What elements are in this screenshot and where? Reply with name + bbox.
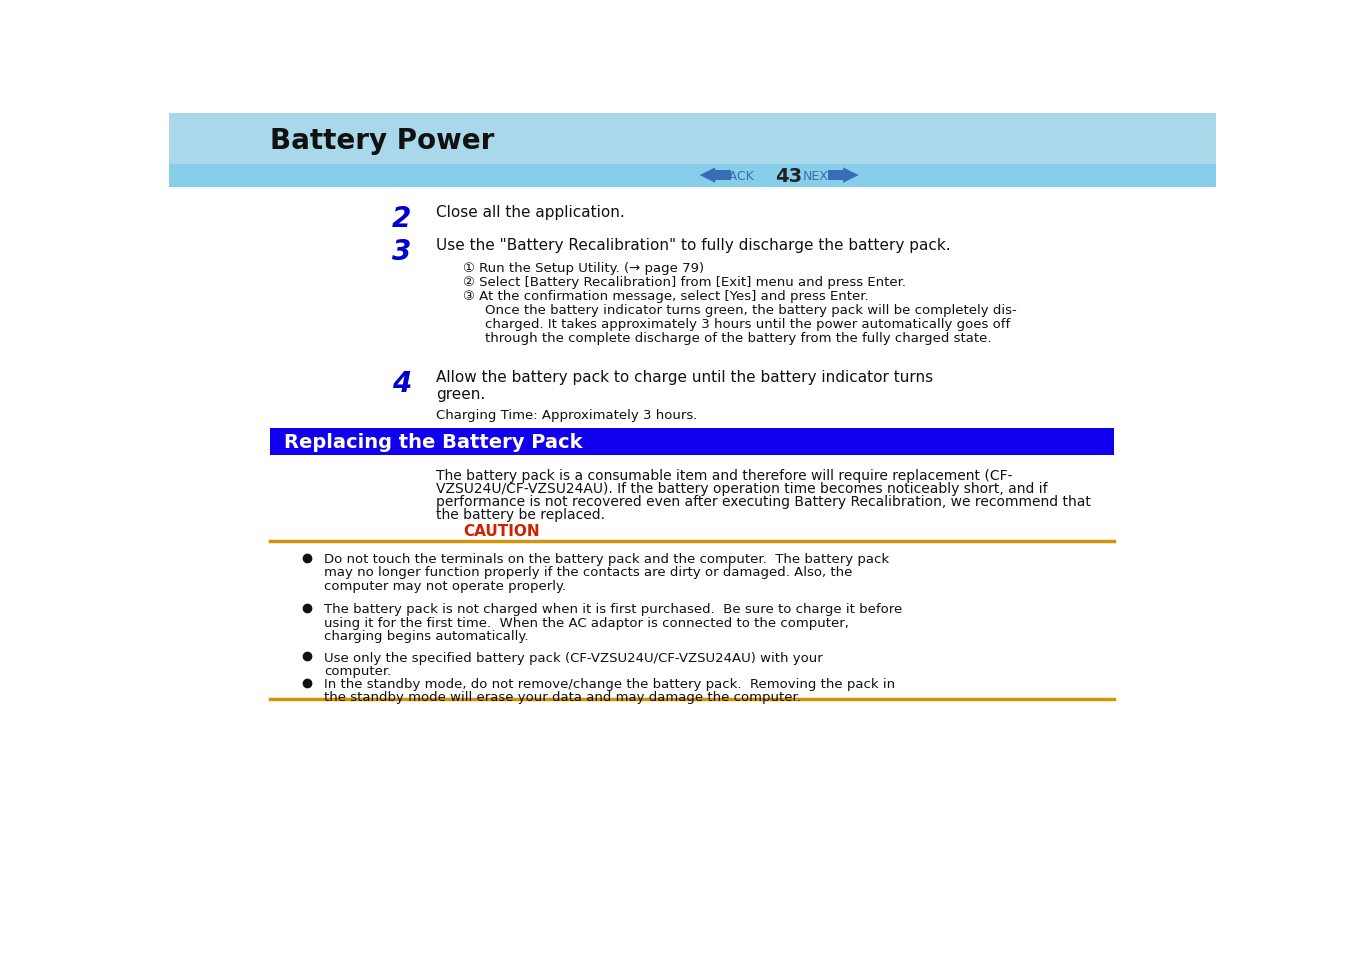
Text: the standby mode will erase your data and may damage the computer.: the standby mode will erase your data an… <box>324 691 801 703</box>
Text: VZSU24U/CF-VZSU24AU). If the battery operation time becomes noticeably short, an: VZSU24U/CF-VZSU24AU). If the battery ope… <box>436 481 1048 496</box>
Text: green.: green. <box>436 387 485 401</box>
Text: CAUTION: CAUTION <box>463 523 540 538</box>
Text: Close all the application.: Close all the application. <box>436 205 626 220</box>
Text: may no longer function properly if the contacts are dirty or damaged. Also, the: may no longer function properly if the c… <box>324 566 852 578</box>
FancyBboxPatch shape <box>828 171 843 181</box>
Text: NEXT: NEXT <box>802 170 836 182</box>
Polygon shape <box>843 168 859 184</box>
FancyBboxPatch shape <box>169 164 1216 188</box>
Text: ① Run the Setup Utility. (→ page 79): ① Run the Setup Utility. (→ page 79) <box>463 262 704 275</box>
FancyBboxPatch shape <box>270 428 1115 456</box>
Text: The battery pack is a consumable item and therefore will require replacement (CF: The battery pack is a consumable item an… <box>436 468 1013 482</box>
Text: The battery pack is not charged when it is first purchased.  Be sure to charge i: The battery pack is not charged when it … <box>324 603 902 616</box>
Text: Once the battery indicator turns green, the battery pack will be completely dis-: Once the battery indicator turns green, … <box>485 304 1017 316</box>
Text: performance is not recovered even after executing Battery Recalibration, we reco: performance is not recovered even after … <box>436 495 1092 508</box>
Text: ② Select [Battery Recalibration] from [Exit] menu and press Enter.: ② Select [Battery Recalibration] from [E… <box>463 275 907 289</box>
Text: computer may not operate properly.: computer may not operate properly. <box>324 579 566 592</box>
Text: 3: 3 <box>392 237 411 265</box>
FancyBboxPatch shape <box>715 171 731 181</box>
Text: Battery Power: Battery Power <box>270 128 494 155</box>
Text: through the complete discharge of the battery from the fully charged state.: through the complete discharge of the ba… <box>485 332 992 344</box>
Text: computer.: computer. <box>324 664 392 678</box>
Text: 4: 4 <box>392 370 411 397</box>
FancyBboxPatch shape <box>169 114 1216 188</box>
Text: In the standby mode, do not remove/change the battery pack.  Removing the pack i: In the standby mode, do not remove/chang… <box>324 678 894 690</box>
Text: charging begins automatically.: charging begins automatically. <box>324 629 528 642</box>
Text: using it for the first time.  When the AC adaptor is connected to the computer,: using it for the first time. When the AC… <box>324 616 848 629</box>
Text: Charging Time: Approximately 3 hours.: Charging Time: Approximately 3 hours. <box>436 408 697 421</box>
Text: 43: 43 <box>775 167 802 186</box>
Text: Replacing the Battery Pack: Replacing the Battery Pack <box>284 433 582 452</box>
Text: ③ At the confirmation message, select [Yes] and press Enter.: ③ At the confirmation message, select [Y… <box>463 290 869 303</box>
Text: Allow the battery pack to charge until the battery indicator turns: Allow the battery pack to charge until t… <box>436 370 934 385</box>
Text: Do not touch the terminals on the battery pack and the computer.  The battery pa: Do not touch the terminals on the batter… <box>324 553 889 566</box>
Polygon shape <box>700 168 715 184</box>
Text: Use the "Battery Recalibration" to fully discharge the battery pack.: Use the "Battery Recalibration" to fully… <box>436 237 951 253</box>
Text: charged. It takes approximately 3 hours until the power automatically goes off: charged. It takes approximately 3 hours … <box>485 317 1011 331</box>
Text: Use only the specified battery pack (CF-VZSU24U/CF-VZSU24AU) with your: Use only the specified battery pack (CF-… <box>324 651 823 664</box>
Text: 2: 2 <box>392 205 411 233</box>
Text: the battery be replaced.: the battery be replaced. <box>436 507 605 521</box>
Text: BACK: BACK <box>720 170 754 182</box>
